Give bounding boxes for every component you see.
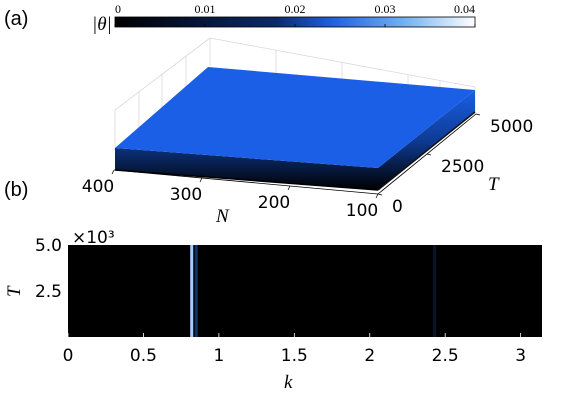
heatmap-y-exponent: ×10³ xyxy=(72,228,115,248)
heatmap-ticks: 0 0.5 1 1.5 2 2.5 3 2.5 5.0 xyxy=(35,236,526,366)
heatmap-ylabel: T xyxy=(4,285,25,297)
surface-x-tick xyxy=(199,177,203,183)
colorbar: |θ| 0 0.01 0.02 0.03 0.04 xyxy=(92,2,476,35)
heatmap-plot: 0 0.5 1 1.5 2 2.5 3 2.5 5.0 ×10³ k T xyxy=(4,228,542,393)
surface-ticks: 400 300 200 100 0 2500 5000 xyxy=(82,113,533,221)
colorbar-tick-label: 0 xyxy=(115,2,121,16)
heatmap-x-tick-label: 2 xyxy=(364,346,375,366)
surface-plot xyxy=(114,67,476,191)
surface-y-tick-label: 5000 xyxy=(490,117,533,137)
heatmap-x-tick-label: 0.5 xyxy=(130,346,157,366)
heatmap-x-tick-label: 1 xyxy=(213,346,224,366)
colorbar-label: |θ| xyxy=(92,14,112,35)
surface-y-tick xyxy=(377,193,383,196)
surface-top xyxy=(115,67,475,168)
heatmap-lines xyxy=(190,245,437,337)
heatmap-x-tick-label: 2.5 xyxy=(432,346,459,366)
surface-side xyxy=(115,90,475,190)
heatmap-xlabel: k xyxy=(284,372,293,393)
colorbar-tick-label: 0.03 xyxy=(375,2,396,16)
surface-x-tick-label: 400 xyxy=(82,177,114,197)
heatmap-background xyxy=(68,245,542,337)
panel-label-a: (a) xyxy=(4,8,28,30)
surface-front-edge xyxy=(114,169,379,191)
colorbar-ticks: 0 0.01 0.02 0.03 0.04 xyxy=(114,2,476,27)
heatmap-x-tick-label: 3 xyxy=(515,346,526,366)
heatmap-y-tick-label: 2.5 xyxy=(35,282,62,302)
surface-right-edge xyxy=(377,111,476,191)
surface-y-tick-label: 0 xyxy=(392,197,403,217)
surface-y-tick xyxy=(426,153,432,156)
surface-x-tick-label: 200 xyxy=(258,193,290,213)
heatmap-line xyxy=(433,245,437,337)
surface-x-tick xyxy=(287,185,291,191)
colorbar-tick-label: 0.02 xyxy=(285,2,306,16)
colorbar-tick-label: 0.04 xyxy=(454,2,475,16)
surface-x-tick-label: 100 xyxy=(346,201,378,221)
heatmap-x-tick-label: 1.5 xyxy=(281,346,308,366)
surface-x-tick xyxy=(375,193,379,199)
surface-x-tick xyxy=(111,169,115,175)
surface-ylabel: T xyxy=(488,174,500,195)
heatmap-x-tick-label: 0 xyxy=(63,346,74,366)
panel-label-b: (b) xyxy=(4,179,28,201)
surface-x-tick-label: 300 xyxy=(170,185,202,205)
heatmap-line xyxy=(194,245,198,337)
heatmap-line xyxy=(190,245,194,337)
surface-xlabel: N xyxy=(215,206,230,227)
heatmap-y-tick-label: 5.0 xyxy=(35,236,62,256)
surface-y-tick-label: 2500 xyxy=(441,157,484,177)
colorbar-tick-label: 0.01 xyxy=(195,2,216,16)
surface-y-tick xyxy=(475,113,481,116)
